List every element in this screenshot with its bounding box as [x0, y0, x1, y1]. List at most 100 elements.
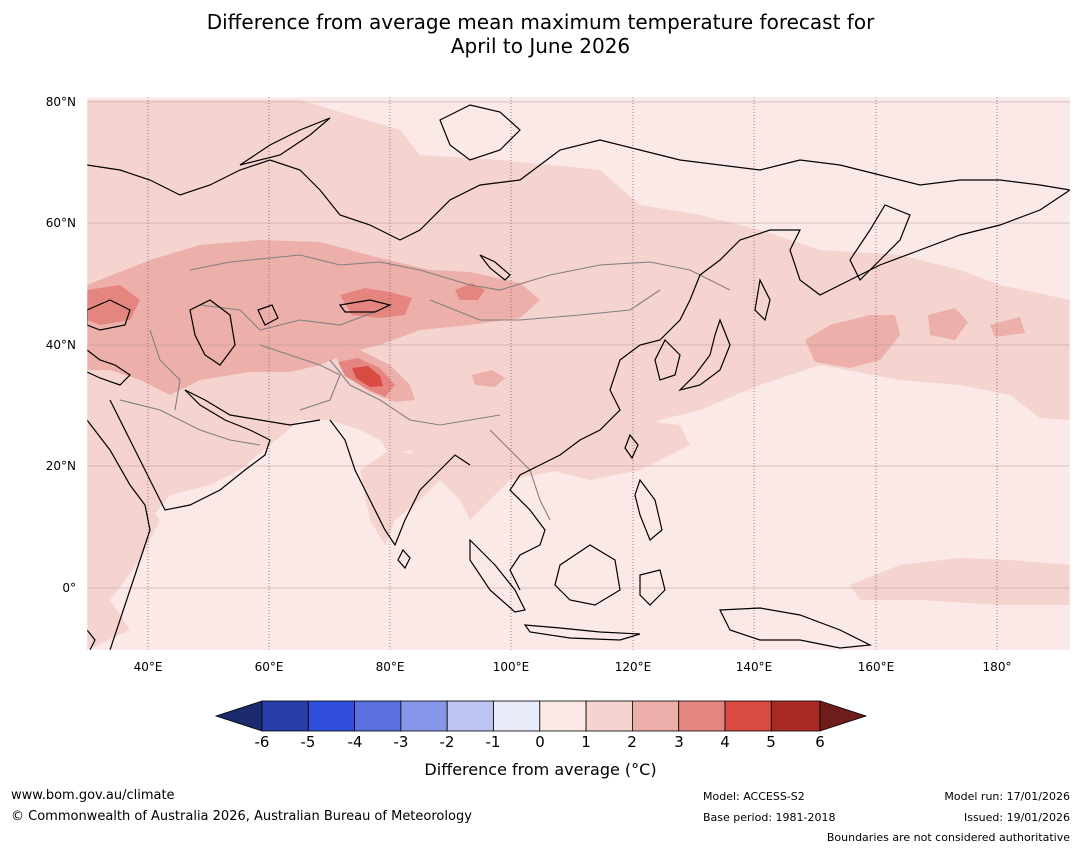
coast-sulawesi — [639, 569, 666, 606]
footer-issued: Issued: 19/01/2026 — [963, 811, 1070, 824]
colorbar-swatch — [307, 700, 355, 732]
coast-lake-balkhash — [338, 299, 392, 313]
coast-sakhalin — [754, 278, 771, 322]
colorbar-tick: 4 — [720, 733, 730, 751]
colorbar-swatch — [724, 700, 772, 732]
coast-pacific-russia — [539, 189, 1070, 466]
coast-africa-east — [87, 419, 151, 650]
coast-sumatra — [469, 538, 526, 613]
colorbar-swatch — [446, 700, 494, 732]
colorbar — [214, 700, 868, 732]
coast-india — [329, 419, 471, 547]
colorbar-swatch — [539, 700, 587, 732]
colorbar-tick: -3 — [393, 733, 409, 751]
coast-south-china-se-asia — [509, 464, 546, 591]
anomaly-region-central-asia — [87, 240, 540, 395]
anomaly-region-east-china — [472, 370, 505, 387]
coast-arabia — [109, 389, 271, 511]
coast-arctic-russia — [87, 139, 1070, 241]
colorbar-tick: 2 — [627, 733, 637, 751]
footer-model-run: Model run: 17/01/2026 — [944, 790, 1070, 803]
colorbar-swatch — [770, 700, 821, 732]
map-area — [87, 97, 1070, 650]
colorbar-tick: -5 — [300, 733, 316, 751]
lon-label-80e: 80°E — [375, 660, 405, 674]
coast-aral-sea — [257, 304, 279, 326]
colorbar-tick: 0 — [535, 733, 545, 751]
lon-label-120e: 120°E — [614, 660, 652, 674]
border-iran-iraq — [149, 329, 181, 411]
border-mongolia-china — [429, 289, 661, 321]
coast-kamchatka — [849, 204, 911, 282]
anomaly-region-north-pacific-far-east — [990, 317, 1025, 337]
colorbar-tick: 5 — [766, 733, 776, 751]
anomaly-region-east-asia-coast — [540, 420, 690, 480]
coast-mediterranean — [87, 349, 131, 386]
border-arabia — [119, 399, 261, 446]
coast-new-guinea — [719, 607, 873, 649]
lat-label-20n: 20°N — [45, 459, 76, 473]
colorbar-swatch — [632, 700, 680, 732]
coast-caspian-sea — [189, 299, 236, 366]
border-afghan-pak — [259, 344, 341, 411]
footer-copyright: © Commonwealth of Australia 2026, Austra… — [11, 809, 472, 824]
coast-black-sea — [87, 299, 131, 331]
coast-lake-baikal — [479, 254, 511, 281]
lat-label-0: 0° — [62, 581, 76, 595]
coast-sri-lanka — [397, 548, 411, 570]
footer-disclaimer: Boundaries are not considered authoritat… — [826, 831, 1070, 844]
lat-label-80n: 80°N — [45, 95, 76, 109]
footer-url[interactable]: www.bom.gov.au/climate — [11, 788, 175, 803]
lat-label-60n: 60°N — [45, 216, 76, 230]
colorbar-tick: -6 — [254, 733, 270, 751]
lon-label-100e: 100°E — [492, 660, 530, 674]
colorbar-tick: -2 — [439, 733, 455, 751]
colorbar-extend-low — [214, 700, 263, 732]
footer-model: Model: ACCESS-S2 — [703, 790, 805, 803]
border-kazakhstan-south — [199, 304, 381, 331]
anomaly-region-indian-ocean-west — [87, 470, 160, 650]
coast-japan — [678, 318, 731, 392]
lon-label-60e: 60°E — [254, 660, 284, 674]
anomaly-region-west-asia — [87, 285, 140, 325]
border-russia-kazakhstan — [189, 254, 731, 291]
coast-novaya-zemlya — [239, 117, 331, 166]
colorbar-tick: 3 — [674, 733, 684, 751]
colorbar-swatch — [678, 700, 726, 732]
coast-taymyr — [439, 104, 521, 161]
chart-title-line-1: Difference from average mean maximum tem… — [206, 10, 875, 34]
coast-madagascar — [87, 629, 96, 650]
colorbar-extend-high — [819, 700, 868, 732]
coast-philippines — [634, 478, 663, 541]
anomaly-region-equatorial-pacific — [850, 558, 1070, 605]
colorbar-swatch — [261, 700, 309, 732]
coast-persian-gulf — [184, 389, 321, 426]
colorbar-swatch — [585, 700, 633, 732]
colorbar-tick: -1 — [485, 733, 501, 751]
anomaly-region-north-pacific-east — [928, 308, 968, 340]
coastlines — [87, 104, 1070, 650]
coast-korea — [654, 338, 681, 381]
lon-label-160e: 160°E — [857, 660, 895, 674]
lon-label-40e: 40°E — [133, 660, 163, 674]
meridians — [147, 97, 998, 650]
colorbar-tick: -4 — [347, 733, 363, 751]
colorbar-tick: 6 — [815, 733, 825, 751]
anomaly-region-mongolia — [455, 283, 485, 300]
anomaly-region-tibet-core — [352, 366, 383, 387]
footer-base-period: Base period: 1981-2018 — [703, 811, 836, 824]
anomaly-region-central-asia-core — [340, 288, 412, 318]
lon-label-180: 180° — [982, 660, 1012, 674]
coast-borneo — [554, 544, 621, 606]
colorbar-label: Difference from average (°C) — [424, 760, 657, 779]
coast-java — [523, 624, 641, 641]
colorbar-swatch — [354, 700, 402, 732]
colorbar-tick: 1 — [581, 733, 591, 751]
chart-title-line-2: April to June 2026 — [450, 34, 631, 58]
map-frame — [86, 96, 1071, 651]
lon-label-140e: 140°E — [735, 660, 773, 674]
border-china-india — [329, 359, 501, 426]
colorbar-swatch — [400, 700, 448, 732]
coast-taiwan — [624, 433, 639, 460]
